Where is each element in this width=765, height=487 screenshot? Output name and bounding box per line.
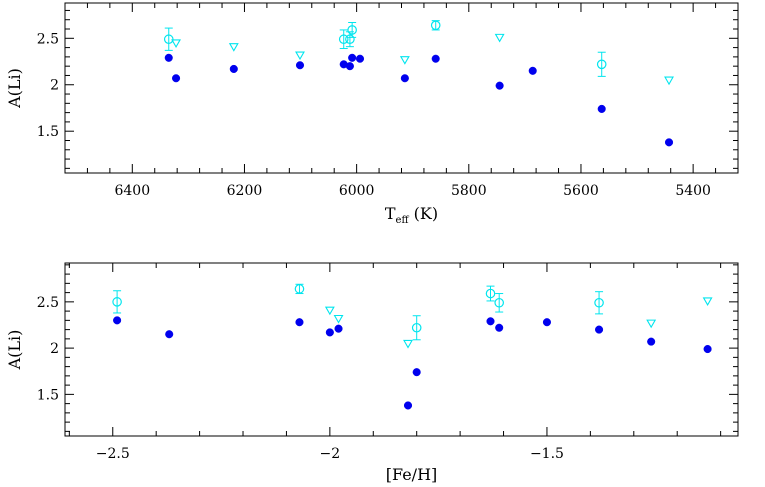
feh-panel: −2.5 −2 −1.5 1.5 2 2.5 A(Li) [Fe/H] [5, 262, 739, 484]
teff-open-point [347, 25, 357, 35]
feh-upper-limit-point [646, 319, 657, 329]
feh-filled-point [295, 318, 304, 327]
feh-filled-point [703, 344, 712, 354]
teff-open-point [163, 34, 174, 45]
teff-axis-ticks [64, 3, 739, 173]
teff-filled-point [348, 53, 357, 62]
feh-x-axis-label: [Fe/H] [386, 465, 438, 484]
feh-filled-point [647, 337, 656, 346]
y-tick-label: 1.5 [37, 124, 59, 140]
feh-tick-labels: −2.5 −2 −1.5 1.5 2 2.5 [37, 295, 564, 462]
teff-upper-limit-point [295, 51, 305, 61]
feh-filled-point [113, 316, 122, 325]
feh-open-point [485, 288, 496, 299]
teff-tick-labels: 6400 6200 6000 5800 5600 5400 1.5 2 2.5 [37, 31, 711, 199]
teff-filled-point [431, 54, 440, 63]
teff-upper-limit-point [171, 39, 181, 49]
feh-open-point [494, 297, 504, 308]
feh-filled-point [495, 323, 504, 332]
teff-x-axis-label-main: T [385, 204, 396, 223]
x-tick-label: −1.5 [530, 446, 564, 462]
y-tick-label: 1.5 [37, 387, 59, 403]
feh-y-axis-label: A(Li) [5, 330, 24, 371]
teff-x-axis-label-unit: (K) [409, 204, 439, 223]
teff-open-point [345, 34, 355, 45]
feh-axis-ticks [65, 263, 738, 436]
feh-filled-point [595, 325, 604, 334]
feh-open-point [294, 284, 305, 294]
teff-x-axis-label-subscript: eff [396, 215, 410, 226]
teff-filled-point [528, 66, 537, 75]
feh-filled-point [165, 330, 174, 339]
teff-filled-point [597, 104, 606, 113]
teff-data-marks [163, 20, 674, 147]
x-tick-label: 6000 [339, 183, 375, 199]
feh-upper-limit-point [333, 314, 344, 324]
y-tick-label: 2 [50, 341, 59, 357]
feh-upper-limit-point [702, 297, 713, 307]
feh-upper-limit-point [324, 306, 335, 316]
teff-open-point [430, 20, 441, 31]
feh-open-point [112, 297, 122, 307]
feh-plot-frame [64, 262, 739, 437]
teff-filled-point [345, 62, 354, 71]
teff-filled-point [229, 64, 238, 74]
teff-y-axis-label: A(Li) [5, 68, 24, 109]
x-tick-label: 6200 [227, 183, 263, 199]
teff-filled-point [664, 138, 674, 147]
feh-filled-point [486, 317, 495, 326]
teff-x-axis-label: Teff (K) [385, 204, 438, 226]
y-tick-label: 2 [50, 78, 59, 94]
teff-filled-point [355, 54, 365, 63]
x-tick-label: −2.5 [96, 446, 130, 462]
teff-panel: 6400 6200 6000 5800 5600 5400 1.5 2 2.5 A(Li) Te… [5, 2, 739, 226]
feh-filled-point [542, 318, 552, 327]
teff-open-point [596, 59, 607, 70]
x-tick-label: 5800 [451, 183, 487, 199]
feh-data-marks [112, 283, 713, 410]
y-tick-label: 2.5 [37, 295, 59, 311]
feh-open-point [411, 322, 422, 333]
feh-upper-limit-point [403, 339, 413, 349]
y-tick-label: 2.5 [37, 31, 59, 47]
teff-upper-limit-point [228, 43, 239, 52]
teff-filled-point [295, 61, 305, 70]
teff-open-point [338, 34, 349, 45]
feh-filled-point [325, 328, 334, 337]
x-tick-label: 5400 [675, 183, 711, 199]
x-tick-label: 6400 [114, 183, 150, 199]
teff-upper-limit-point [399, 56, 410, 65]
teff-filled-point [400, 74, 409, 83]
feh-filled-point [412, 368, 421, 377]
feh-filled-point [403, 401, 413, 410]
teff-upper-limit-point [494, 33, 505, 43]
teff-filled-point [495, 81, 504, 90]
teff-filled-point [171, 74, 181, 83]
x-tick-label: −2 [320, 446, 341, 462]
teff-filled-point [164, 53, 173, 62]
feh-open-point [594, 297, 604, 308]
teff-upper-limit-point [664, 76, 674, 86]
feh-filled-point [334, 324, 343, 333]
x-tick-label: 5600 [563, 183, 599, 199]
